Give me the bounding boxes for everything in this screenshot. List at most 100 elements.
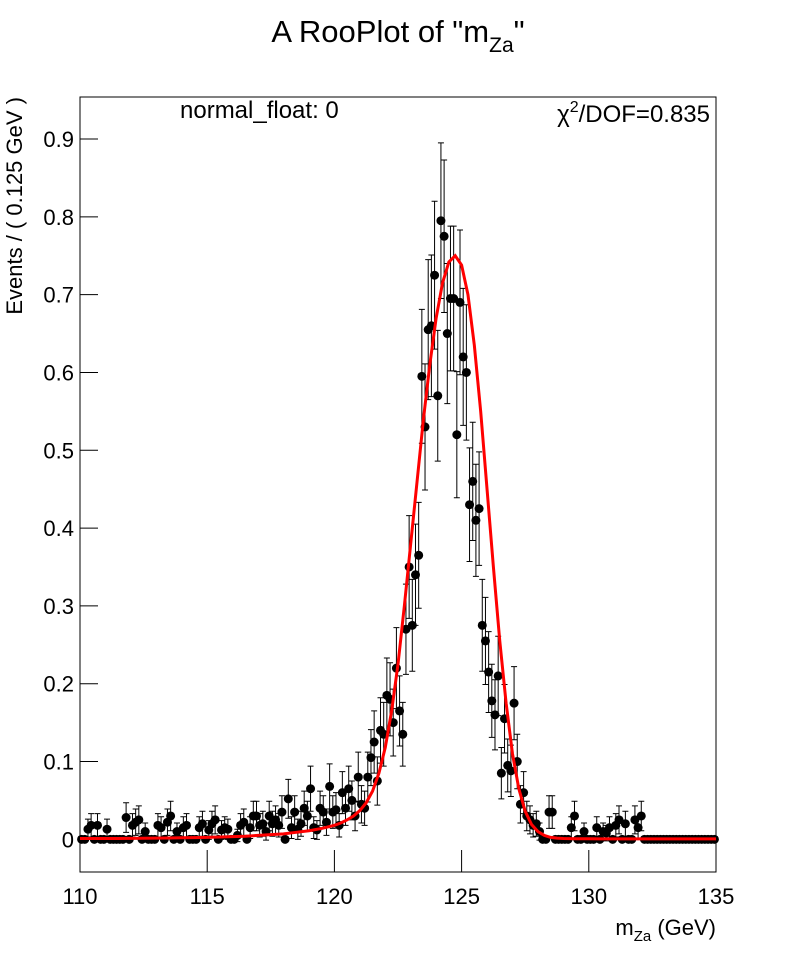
data-point	[417, 371, 427, 381]
data-point	[134, 815, 144, 825]
x-tick-label: 130	[570, 884, 607, 909]
data-point	[439, 231, 449, 241]
data-point	[506, 766, 516, 776]
x-tick-label: 125	[443, 884, 480, 909]
data-point	[290, 807, 300, 817]
data-point	[102, 824, 112, 834]
data-point	[442, 329, 452, 339]
data-point	[452, 430, 462, 440]
data-point	[239, 817, 249, 827]
data-point	[407, 620, 417, 630]
y-tick-label: 0.3	[43, 594, 74, 619]
data-point	[341, 803, 351, 813]
data-point	[86, 820, 96, 830]
y-axis-label: Events / ( 0.125 GeV )	[2, 97, 27, 315]
data-point	[182, 820, 192, 830]
data-point	[477, 620, 487, 630]
fit-curve	[80, 253, 716, 841]
data-point	[318, 807, 328, 817]
data-point	[636, 811, 646, 821]
plot-frame	[79, 96, 717, 873]
data-point	[121, 813, 131, 823]
y-tick-label: 0	[62, 827, 74, 852]
data-point	[471, 515, 481, 525]
data-point	[484, 667, 494, 677]
data-point	[579, 827, 589, 837]
data-point	[140, 827, 150, 837]
annotation: normal_float: 0	[180, 97, 339, 124]
chi-text: /DOF=0.835	[579, 101, 710, 128]
data-point	[280, 834, 290, 844]
data-point	[274, 820, 284, 830]
data-point	[363, 772, 373, 782]
data-point	[480, 636, 490, 646]
data-point	[369, 737, 379, 747]
data-point	[223, 824, 233, 834]
data-point	[487, 696, 497, 706]
y-tick-label: 0.7	[43, 283, 74, 308]
chi-superscript: 2	[570, 99, 579, 116]
data-point	[509, 698, 519, 708]
y-tick-label: 0.9	[43, 127, 74, 152]
data-point	[299, 803, 309, 813]
data-point	[302, 811, 312, 821]
data-point	[366, 753, 376, 763]
data-point	[331, 805, 341, 815]
chart-title: A RooPlot of "mZa"	[271, 14, 524, 57]
data-point	[347, 795, 357, 805]
x-label-subscript: Za	[634, 928, 652, 945]
data-point	[493, 671, 503, 681]
title-subscript: Za	[489, 34, 514, 57]
x-tick-label: 120	[316, 884, 353, 909]
data-point	[277, 807, 287, 817]
data-point	[433, 391, 443, 401]
data-point	[325, 781, 335, 791]
data-point	[258, 819, 268, 829]
data-point	[197, 819, 207, 829]
data-point	[465, 500, 475, 510]
data-point	[458, 352, 468, 362]
data-point	[92, 820, 102, 830]
title-text: A RooPlot of "m	[271, 14, 489, 49]
data-point	[474, 504, 484, 514]
data-point	[283, 794, 293, 804]
data-point	[569, 811, 579, 821]
y-tick-label: 0.6	[43, 360, 74, 385]
data-point	[430, 270, 440, 280]
data-point	[455, 297, 465, 307]
y-tick-label: 0.1	[43, 750, 74, 775]
x-axis-label: mZa (GeV)	[615, 915, 716, 945]
data-point	[468, 476, 478, 486]
data-point	[306, 784, 316, 794]
data-point	[156, 823, 166, 833]
data-point	[353, 772, 363, 782]
data-point	[566, 823, 576, 833]
chi2-annotation: χ2/DOF=0.835	[557, 99, 710, 128]
x-tick-label: 115	[190, 884, 225, 909]
data-point	[490, 710, 500, 720]
data-point	[410, 570, 420, 580]
y-tick-label: 0.4	[43, 516, 74, 541]
y-tick-label: 0.5	[43, 438, 74, 463]
data-point	[496, 768, 506, 778]
x-tick-label: 110	[62, 884, 97, 909]
data-point	[395, 706, 405, 716]
chi-symbol: χ	[557, 101, 570, 128]
data-point	[245, 823, 255, 833]
data-point	[398, 729, 408, 739]
data-point	[547, 807, 557, 817]
data-point	[620, 819, 630, 829]
data-point	[461, 367, 471, 377]
y-tick-label: 0.8	[43, 205, 74, 230]
data-point	[414, 550, 424, 560]
data-point	[344, 784, 354, 794]
data-point	[296, 819, 306, 829]
y-tick-label: 0.2	[43, 672, 74, 697]
x-label-text: m	[615, 915, 633, 940]
data-point	[166, 811, 176, 821]
x-tick-label: 135	[698, 884, 735, 909]
data-point	[436, 216, 446, 226]
title-text: "	[514, 14, 525, 49]
